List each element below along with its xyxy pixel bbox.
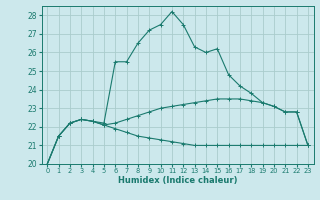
- X-axis label: Humidex (Indice chaleur): Humidex (Indice chaleur): [118, 176, 237, 185]
